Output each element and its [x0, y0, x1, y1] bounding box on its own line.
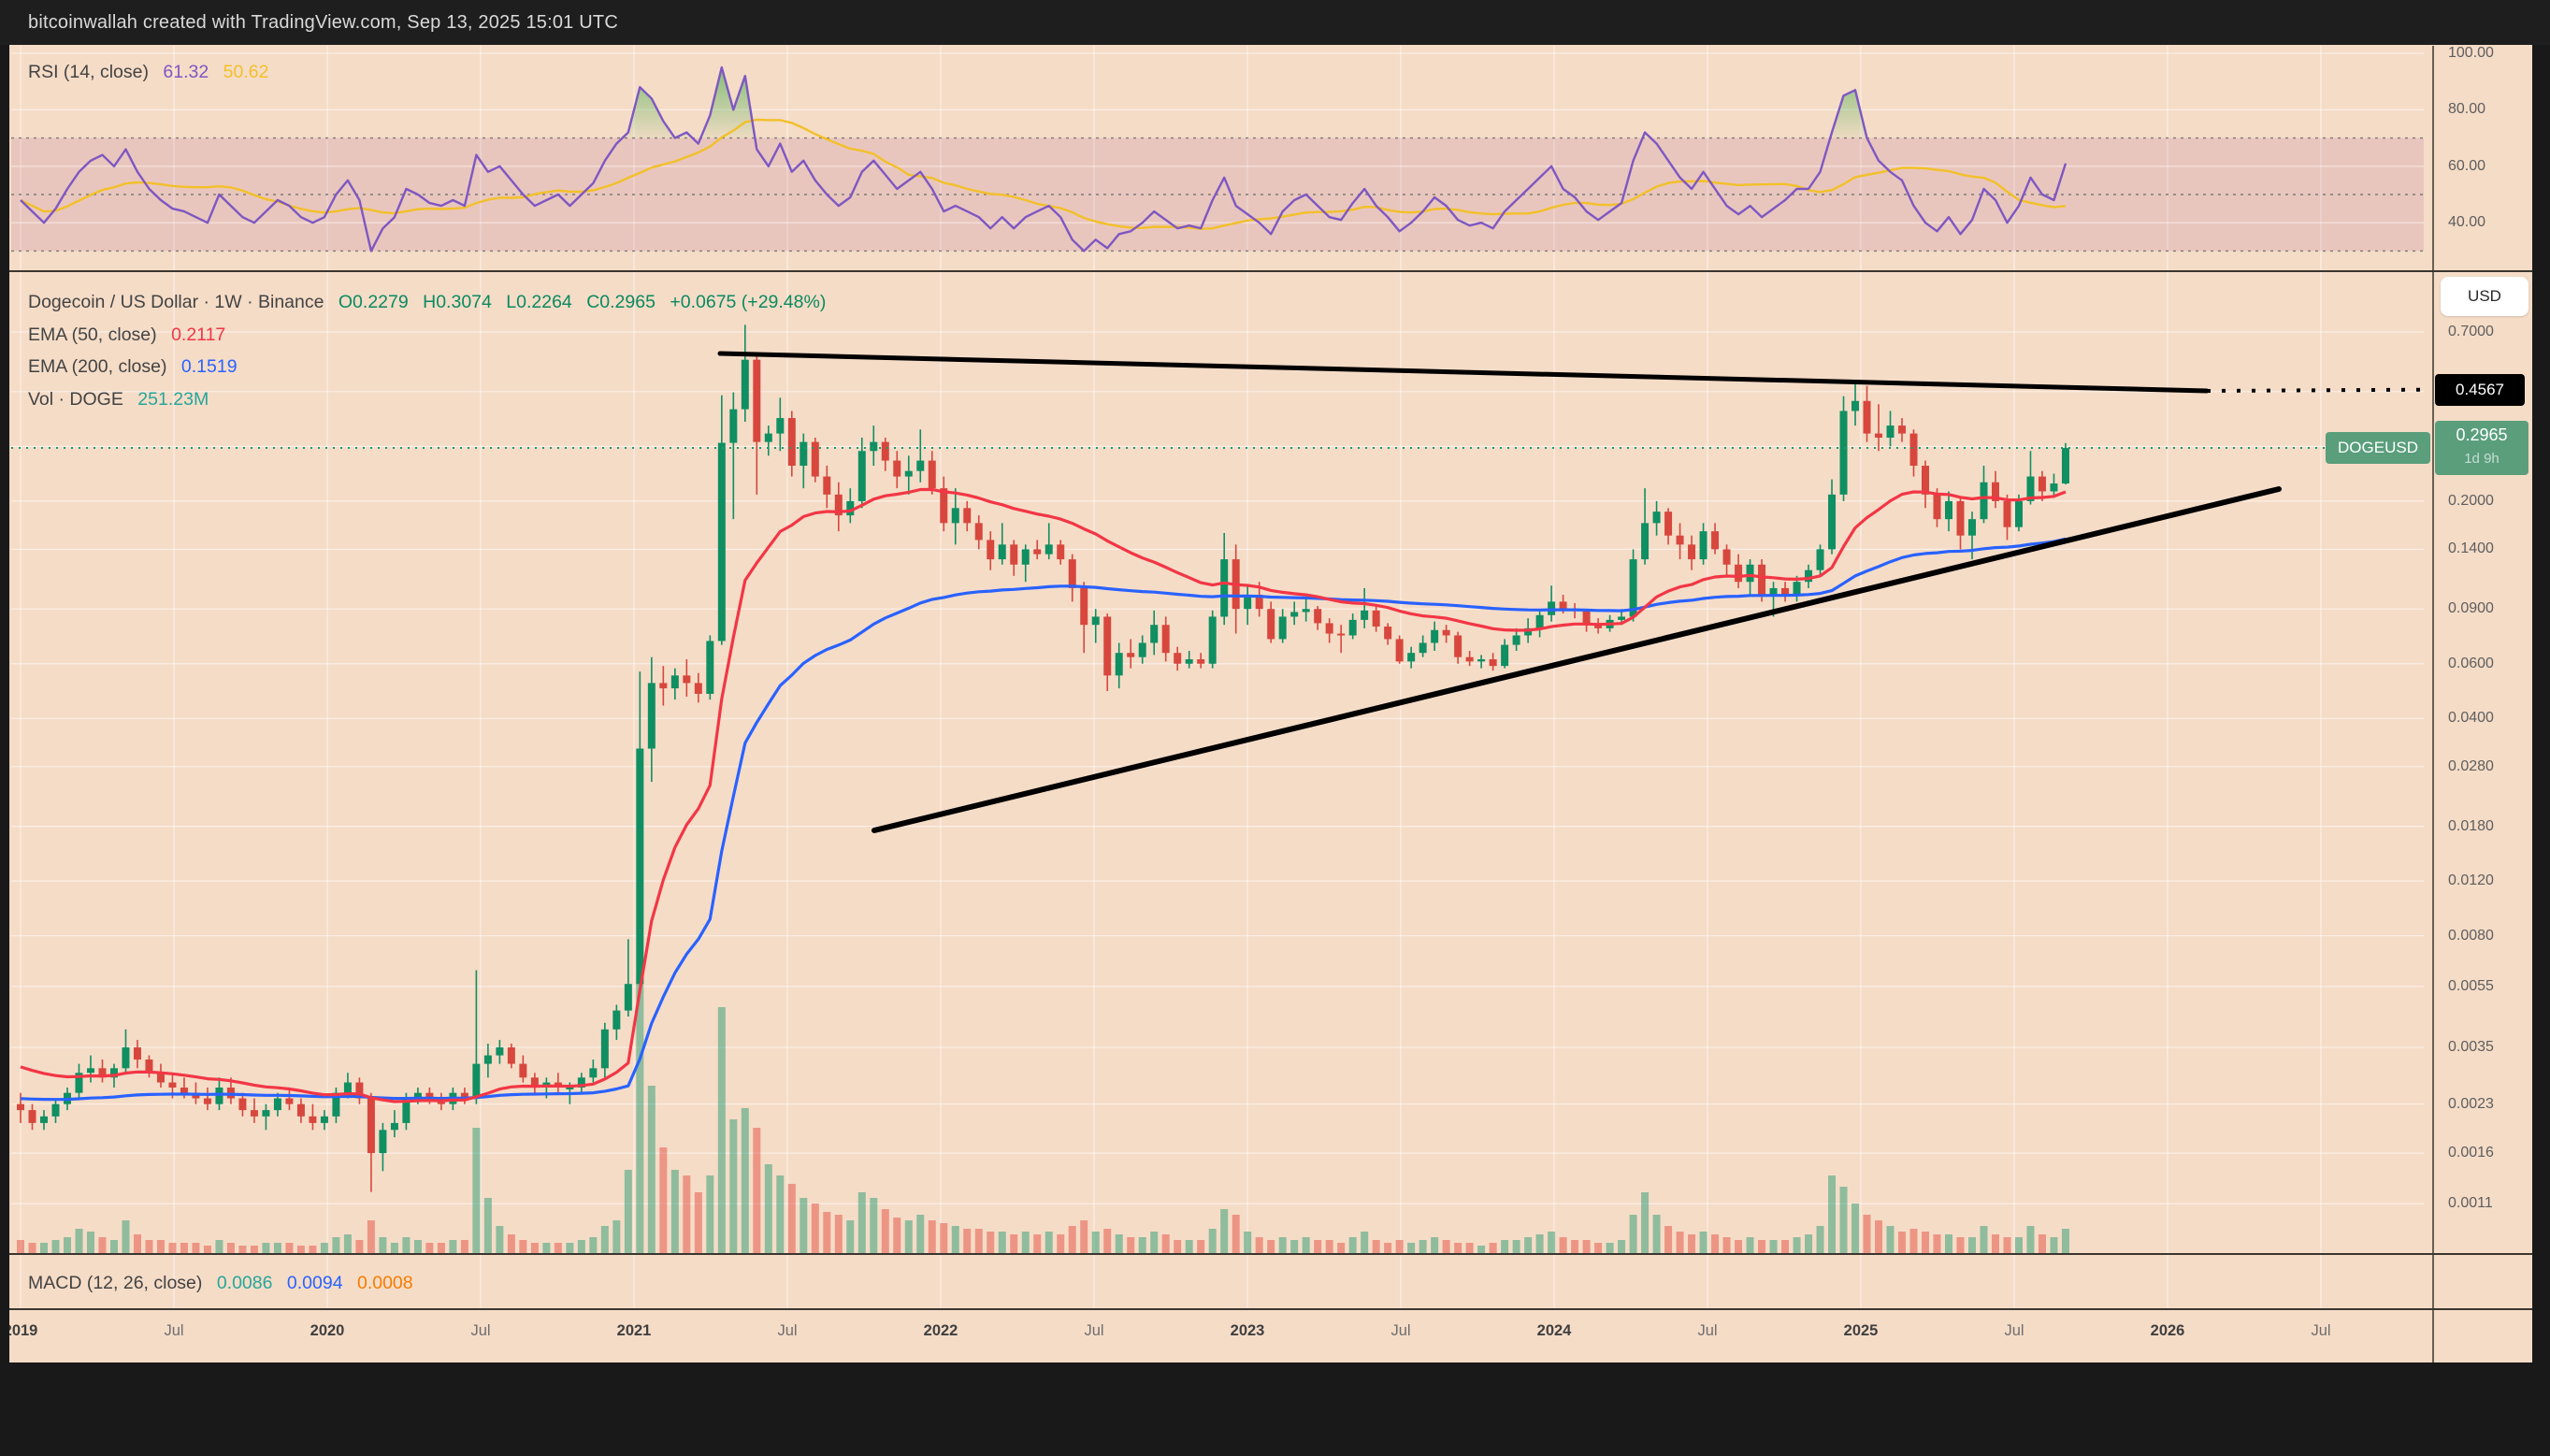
- time-axis-tick: 2026: [2150, 1322, 2185, 1339]
- volume-row[interactable]: Vol · DOGE 251.23M: [28, 383, 826, 416]
- trendline-price-label: 0.4567: [2435, 373, 2525, 406]
- currency-button[interactable]: USD: [2441, 277, 2528, 316]
- rsi-ma-value: 50.62: [223, 62, 269, 82]
- price-scale-tick: 0.0023: [2448, 1095, 2494, 1112]
- price-scale-tick: 0.0900: [2448, 600, 2494, 617]
- price-scale-tick: 0.2000: [2448, 492, 2494, 509]
- price-scale-tick: 0.0400: [2448, 710, 2494, 727]
- time-axis[interactable]: 2019 Jul 2020 Jul 2021 Jul 2022 Jul 2023 Jul 2024 J…: [9, 1309, 2532, 1362]
- ohlc-low: L0.2264: [506, 292, 572, 312]
- ema50-row[interactable]: EMA (50, close) 0.2117: [28, 319, 826, 352]
- price-scale-tick: 0.1400: [2448, 541, 2494, 557]
- time-axis-tick: 2022: [923, 1322, 958, 1339]
- footer: TradingView: [0, 1362, 2550, 1456]
- time-axis-tick: Jul: [164, 1322, 184, 1339]
- ema200-value: 0.1519: [180, 356, 238, 377]
- price-scale-tick: 0.0180: [2448, 817, 2494, 834]
- attribution-text: bitcoinwallah created with TradingView.c…: [28, 12, 618, 33]
- rsi-legend-title: RSI (14, close): [28, 62, 149, 82]
- price-scale-tick: 0.0011: [2448, 1195, 2493, 1212]
- time-axis-tick: Jul: [1084, 1322, 1104, 1339]
- price-scale-tick: 0.7000: [2448, 324, 2494, 339]
- time-axis-tick: Jul: [1390, 1322, 1411, 1339]
- current-price-label: 0.2965 1d 9h: [2435, 421, 2528, 476]
- price-scale-tick: 0.0080: [2448, 927, 2494, 944]
- rsi-scale-tick: 100.00: [2448, 45, 2494, 61]
- rsi-value: 61.32: [163, 62, 209, 82]
- time-axis-tick: 2024: [1536, 1322, 1572, 1339]
- macd-label: MACD (12, 26, close): [28, 1273, 203, 1293]
- price-scale[interactable]: USD 100.00 80.00 60.00 40.00 0.7000 0.2000 0.1…: [2433, 45, 2532, 1362]
- macd-signal-value: 0.0094: [286, 1273, 343, 1293]
- price-scale-tick: 0.0035: [2448, 1039, 2494, 1056]
- time-axis-tick: 2023: [1230, 1322, 1265, 1339]
- current-price-value: 0.2965: [2456, 425, 2508, 445]
- ema200-label: EMA (200, close): [28, 356, 167, 377]
- time-axis-tick: Jul: [2004, 1322, 2024, 1339]
- price-scale-tick: 0.0016: [2448, 1145, 2494, 1161]
- time-axis-tick: Jul: [470, 1322, 491, 1339]
- macd-legend[interactable]: MACD (12, 26, close) 0.0086 0.0094 0.000…: [28, 1267, 413, 1300]
- time-axis-tick: 2021: [616, 1322, 652, 1339]
- ema200-row[interactable]: EMA (200, close) 0.1519: [28, 351, 826, 383]
- volume-value: 251.23M: [137, 388, 209, 410]
- time-axis-tick: 2025: [1843, 1322, 1879, 1339]
- price-scale-tick: 0.0055: [2448, 977, 2494, 994]
- price-scale-tick: 0.0280: [2448, 757, 2494, 774]
- rsi-legend[interactable]: RSI (14, close) 61.32 50.62: [28, 56, 268, 89]
- rsi-scale-tick: 40.00: [2448, 214, 2486, 231]
- price-scale-tick: 0.0600: [2448, 655, 2494, 671]
- symbol-title: Dogecoin / US Dollar · 1W · Binance: [28, 292, 324, 312]
- rsi-scale-tick: 80.00: [2448, 101, 2486, 118]
- ohlc-change: +0.0675 (+29.48%): [670, 292, 827, 312]
- symbol-row[interactable]: Dogecoin / US Dollar · 1W · Binance O0.2…: [28, 286, 826, 319]
- ohlc-open: O0.2279: [338, 292, 409, 312]
- price-scale-tick: 0.0120: [2448, 872, 2494, 889]
- ema50-label: EMA (50, close): [28, 324, 157, 345]
- time-axis-tick: 2020: [310, 1322, 345, 1339]
- ohlc-high: H0.3074: [423, 292, 492, 312]
- attribution-bar: bitcoinwallah created with TradingView.c…: [0, 0, 2550, 45]
- bar-countdown: 1d 9h: [2464, 451, 2500, 468]
- macd-hist-value: 0.0008: [356, 1273, 413, 1293]
- chart-background: [9, 45, 2532, 1362]
- time-axis-tick: Jul: [777, 1322, 798, 1339]
- symbol-price-tag: DOGEUSD: [2326, 432, 2430, 465]
- ema50-value: 0.2117: [171, 324, 226, 345]
- volume-label: Vol · DOGE: [28, 388, 123, 410]
- time-axis-tick: Jul: [1697, 1322, 1718, 1339]
- rsi-scale-tick: 60.00: [2448, 157, 2486, 174]
- time-axis-tick: Jul: [2311, 1322, 2331, 1339]
- macd-value: 0.0086: [216, 1273, 273, 1293]
- ohlc-close: C0.2965: [586, 292, 656, 312]
- main-legend: Dogecoin / US Dollar · 1W · Binance O0.2…: [28, 286, 826, 415]
- time-axis-tick: 2019: [9, 1322, 38, 1339]
